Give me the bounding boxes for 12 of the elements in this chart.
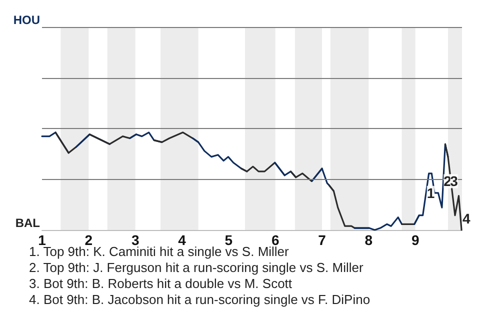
text: BAL — [15, 216, 40, 230]
x-tick-label: 7 — [318, 232, 326, 248]
annotation: 3 — [450, 173, 458, 190]
text: 3. Bot 9th: B. Roberts hit a double vs M. Scott — [29, 276, 292, 291]
annotation: 1 — [426, 184, 435, 201]
text: HOU — [13, 13, 40, 27]
x-tick-label: 9 — [411, 232, 420, 248]
annotation: 4 — [462, 210, 471, 226]
text: 4. Bot 9th: B. Jacobson hit a run-scoring single vs F. DiPino — [29, 292, 370, 307]
text: 2. Top 9th: J. Ferguson hit a run-scoring single vs S. Miller — [29, 260, 364, 275]
annotation: 2 — [444, 173, 452, 190]
x-tick-label: 8 — [364, 232, 373, 248]
